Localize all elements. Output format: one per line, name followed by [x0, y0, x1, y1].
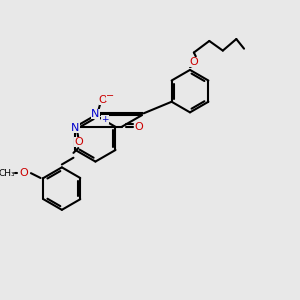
Text: −: −: [106, 91, 114, 101]
Text: O: O: [20, 168, 28, 178]
Text: CH₃: CH₃: [0, 169, 15, 178]
Text: N: N: [71, 123, 80, 133]
Text: N: N: [91, 109, 100, 119]
Text: O: O: [74, 137, 82, 147]
Text: O: O: [99, 95, 107, 105]
Text: +: +: [101, 115, 109, 124]
Text: O: O: [135, 122, 143, 132]
Text: O: O: [190, 57, 198, 67]
